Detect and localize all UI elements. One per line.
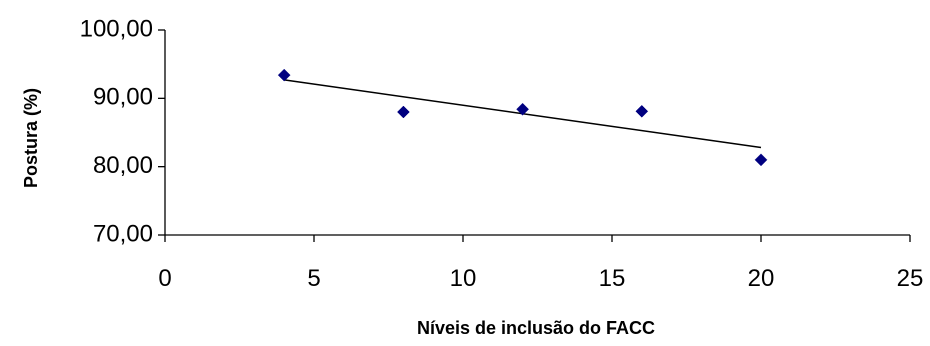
data-point: [516, 102, 529, 116]
y-tick-label: 80,00: [93, 152, 153, 179]
y-axis-title: Postura (%): [21, 88, 41, 188]
x-tick-label: 25: [897, 265, 924, 292]
y-axis-ticks: 70,00 80,00 90,00 100,00: [80, 15, 165, 247]
x-tick-label: 15: [599, 265, 626, 292]
data-point: [635, 104, 649, 118]
data-points: [277, 68, 768, 167]
data-point: [754, 153, 768, 167]
data-point: [277, 68, 291, 82]
x-tick-label: 5: [307, 265, 320, 292]
y-tick-label: 70,00: [93, 220, 153, 247]
y-tick-label: 100,00: [80, 15, 153, 42]
x-tick-label: 10: [450, 265, 477, 292]
x-tick-label: 20: [748, 265, 775, 292]
data-point: [397, 105, 410, 119]
axes: [164, 30, 910, 236]
x-axis-ticks: 0 5 10 15 20 25: [158, 235, 923, 292]
x-tick-label: 0: [158, 265, 171, 292]
x-axis-title: Níveis de inclusão do FACC: [417, 318, 655, 338]
y-tick-label: 90,00: [93, 84, 153, 111]
